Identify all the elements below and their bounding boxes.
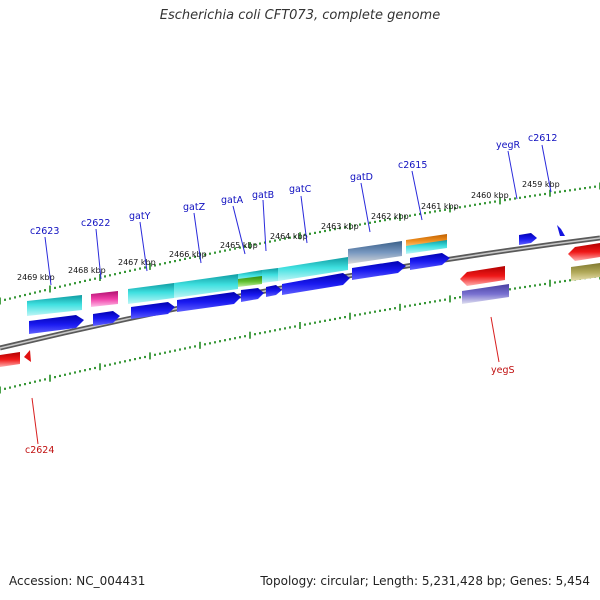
feature-gatY[interactable] bbox=[128, 283, 174, 304]
feature-gatC[interactable] bbox=[278, 257, 348, 281]
cds-c2622-arrow[interactable] bbox=[93, 311, 120, 326]
cds-gatZ-arrow[interactable] bbox=[177, 292, 241, 312]
scale-label: 2466 kbp bbox=[169, 250, 207, 259]
scale-label: 2462 kbp bbox=[371, 212, 409, 221]
cds-c2624-tip[interactable] bbox=[24, 350, 31, 362]
cds-c2624-arrow[interactable] bbox=[0, 352, 20, 367]
leader-c2622 bbox=[95, 228, 102, 280]
gene-label-c2612[interactable]: c2612 bbox=[528, 133, 557, 144]
leader-c2624 bbox=[31, 397, 39, 445]
gene-label-gatD[interactable]: gatD bbox=[350, 172, 373, 183]
leader-yegR bbox=[507, 150, 518, 200]
feature-right-olive[interactable] bbox=[571, 263, 600, 281]
genome-summary-text: Topology: circular; Length: 5,231,428 bp… bbox=[260, 574, 590, 588]
cds-right-red-arrow[interactable] bbox=[568, 243, 600, 261]
scale-label: 2465 kbp bbox=[220, 241, 258, 250]
scale-label: 2464 kbp bbox=[270, 232, 308, 241]
scale-label: 2459 kbp bbox=[522, 180, 560, 189]
forward-feature-row bbox=[27, 234, 447, 316]
gene-label-gatZ[interactable]: gatZ bbox=[183, 202, 206, 213]
scale-label: 2467 kbp bbox=[118, 258, 156, 267]
cds-yegS-arrow[interactable] bbox=[460, 266, 505, 286]
feature-gatA-green[interactable] bbox=[238, 276, 262, 287]
feature-yegS-purple[interactable] bbox=[462, 284, 509, 304]
gene-label-yegR[interactable]: yegR bbox=[496, 140, 520, 151]
reverse-feature-row bbox=[0, 243, 600, 367]
cds-c2615-arrow[interactable] bbox=[410, 253, 450, 270]
page-title: Escherichia coli CFT073, complete genome bbox=[159, 8, 441, 23]
gene-label-gatC[interactable]: gatC bbox=[289, 184, 312, 195]
scale-label: 2461 kbp bbox=[421, 202, 459, 211]
leader-c2612 bbox=[541, 144, 552, 193]
leader-gatA bbox=[232, 205, 246, 255]
gene-label-yegS[interactable]: yegS bbox=[491, 365, 515, 376]
genome-backbone bbox=[0, 235, 600, 351]
accession-text: Accession: NC_004431 bbox=[9, 574, 146, 588]
leader-gatZ bbox=[193, 212, 202, 264]
gene-label-gatB[interactable]: gatB bbox=[252, 190, 274, 201]
outer-scale-ticks bbox=[0, 182, 600, 305]
leader-c2623 bbox=[44, 236, 52, 286]
cds-gatD-arrow[interactable] bbox=[352, 261, 406, 280]
cds-gatY-arrow[interactable] bbox=[131, 302, 175, 319]
scale-label: 2463 kbp bbox=[321, 222, 359, 231]
feature-gatB[interactable] bbox=[262, 268, 278, 283]
leader-gatB bbox=[262, 199, 267, 252]
cds-gatC-arrow[interactable] bbox=[282, 273, 350, 295]
leader-gatC bbox=[300, 195, 308, 244]
feature-gatD[interactable] bbox=[348, 241, 402, 264]
forward-cds-row bbox=[29, 225, 565, 334]
leader-gatY bbox=[139, 221, 148, 272]
gene-label-c2623[interactable]: c2623 bbox=[30, 226, 59, 237]
gene-label-gatA[interactable]: gatA bbox=[221, 195, 244, 206]
feature-c2623[interactable] bbox=[27, 295, 82, 316]
scale-label: 2468 kbp bbox=[68, 266, 106, 275]
gene-label-c2615[interactable]: c2615 bbox=[398, 160, 427, 171]
leader-gatD bbox=[360, 182, 371, 233]
gene-label-c2624[interactable]: c2624 bbox=[25, 445, 54, 456]
feature-gatZ[interactable] bbox=[174, 274, 238, 298]
feature-c2622[interactable] bbox=[91, 291, 118, 307]
gene-label-gatY[interactable]: gatY bbox=[129, 211, 151, 222]
leader-c2615 bbox=[411, 170, 423, 221]
cds-gatA-arrow[interactable] bbox=[241, 288, 264, 302]
scale-label: 2469 kbp bbox=[17, 273, 55, 282]
cds-c2623-arrow[interactable] bbox=[29, 315, 84, 334]
leader-yegS bbox=[490, 316, 500, 363]
genome-backbone-highlight bbox=[0, 237, 600, 349]
cds-yegR-arrow[interactable] bbox=[519, 233, 537, 245]
forward-gene-leaders bbox=[44, 144, 552, 286]
cds-gatB-arrow[interactable] bbox=[266, 285, 282, 297]
cds-c2612-arrow[interactable] bbox=[557, 225, 565, 236]
scale-label: 2460 kbp bbox=[471, 191, 509, 200]
gene-label-c2622[interactable]: c2622 bbox=[81, 218, 110, 229]
feature-c2615-teal[interactable] bbox=[406, 240, 447, 254]
